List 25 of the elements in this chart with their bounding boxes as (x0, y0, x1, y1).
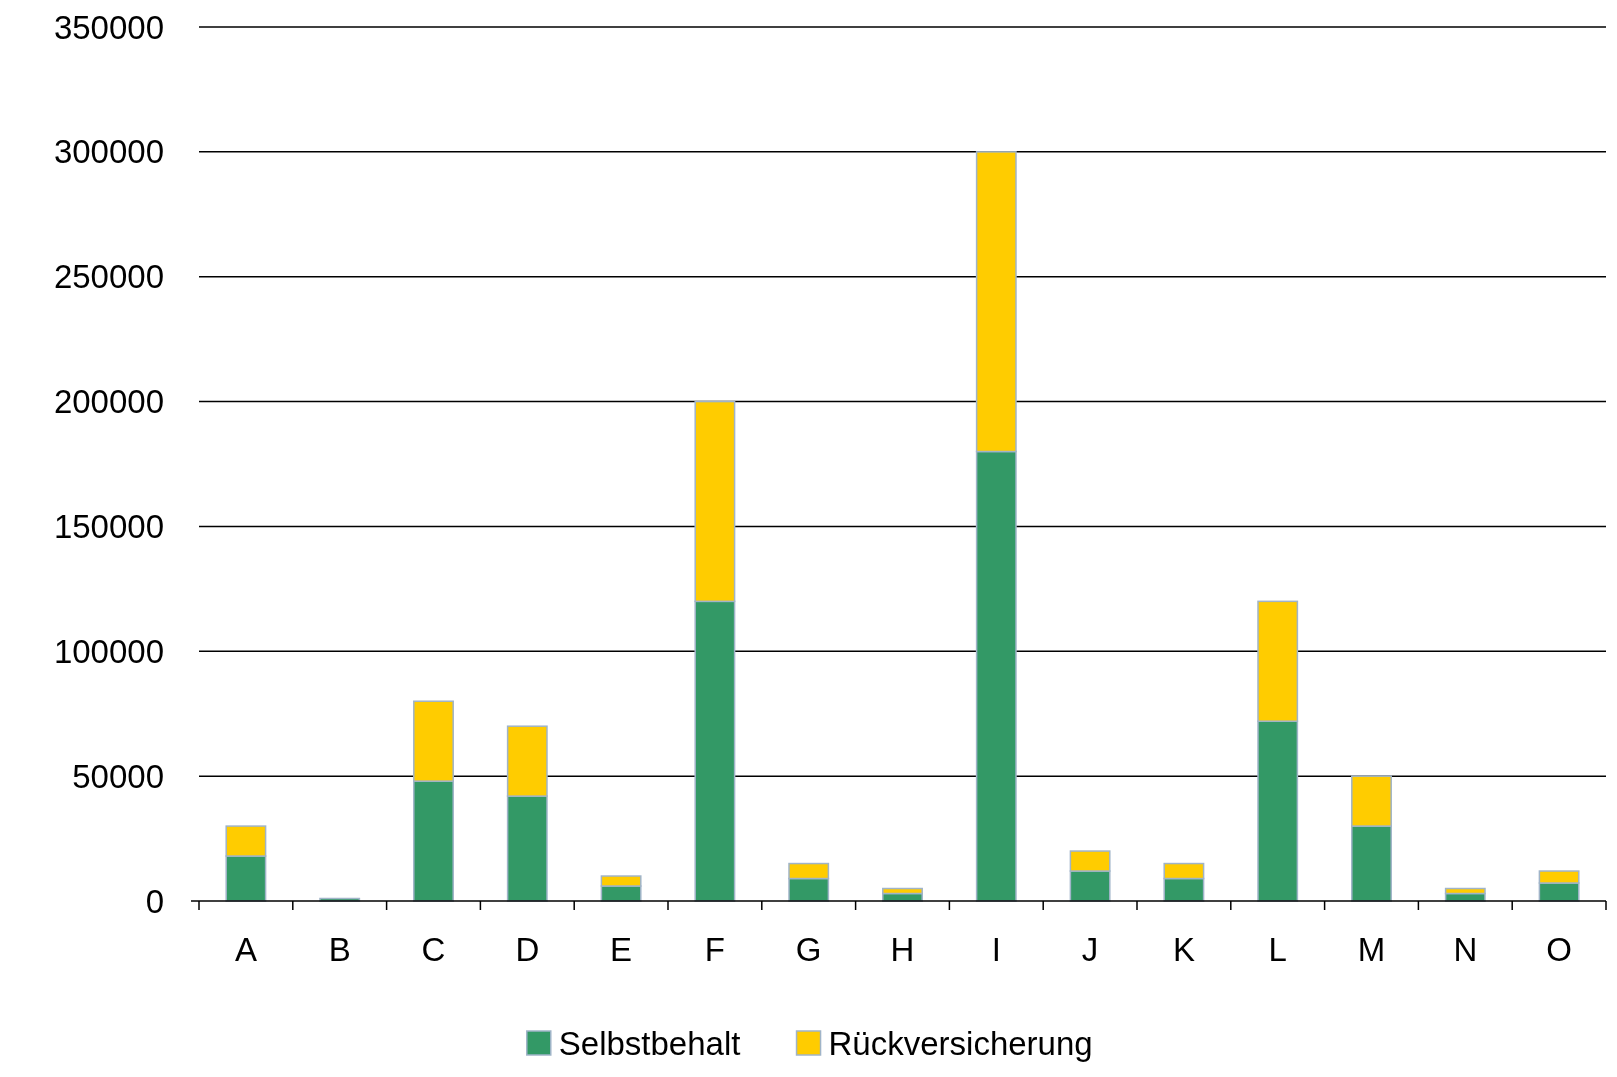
x-tick-label: E (610, 931, 633, 968)
y-tick-label: 350000 (53, 8, 164, 46)
x-tick-label: M (1357, 931, 1386, 968)
x-tick-label: B (328, 931, 351, 968)
y-tick-label: 250000 (53, 258, 164, 296)
y-tick-label: 150000 (53, 507, 164, 545)
x-tick-label: C (421, 931, 446, 968)
x-tick-label: F (704, 931, 725, 968)
x-tick-label: K (1172, 931, 1195, 968)
x-tick-label: O (1546, 931, 1572, 968)
x-tick-label: A (234, 931, 257, 968)
x-tick-label: H (890, 931, 915, 968)
y-tick-label: 200000 (53, 383, 164, 421)
x-tick-label: G (795, 931, 822, 968)
y-tick-label: 0 (145, 882, 164, 920)
y-tick-label: 300000 (53, 133, 164, 171)
y-tick-label: 50000 (72, 757, 164, 795)
legend-label: Selbstbehalt (558, 1025, 741, 1062)
x-tick-label: J (1081, 931, 1099, 968)
x-tick-label: D (515, 931, 540, 968)
legend-label: Rückversicherung (828, 1025, 1093, 1062)
x-tick-label: N (1453, 931, 1478, 968)
y-tick-label: 100000 (53, 632, 164, 670)
x-tick-label: L (1268, 931, 1287, 968)
x-tick-label: I (991, 931, 1001, 968)
